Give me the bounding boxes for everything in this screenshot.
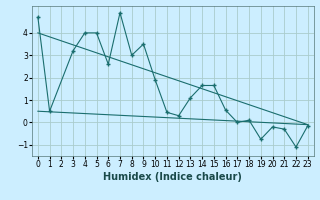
X-axis label: Humidex (Indice chaleur): Humidex (Indice chaleur) [103,172,242,182]
